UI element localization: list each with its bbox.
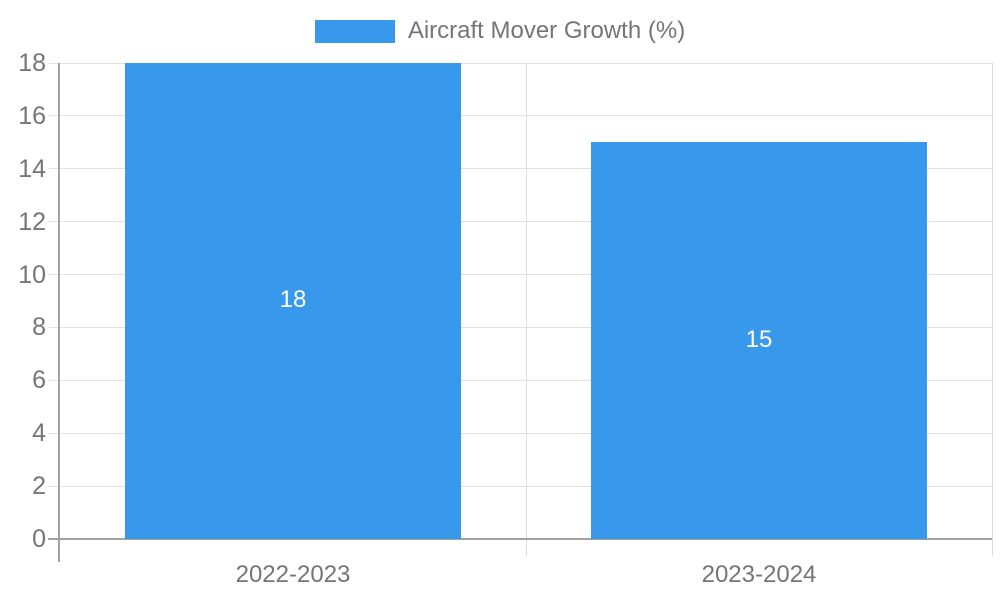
y-gridline [49,379,992,381]
y-gridline [49,168,992,170]
y-axis-tick-label: 10 [18,260,46,289]
y-gridline [49,326,992,328]
y-axis-tick-label: 12 [18,207,46,236]
y-axis-tick-label: 4 [32,419,46,448]
x-gridline [525,63,527,556]
legend-label: Aircraft Mover Growth (%) [407,17,686,44]
y-axis-tick-label: 2 [32,472,46,501]
x-axis-tick-label: 2022-2023 [235,561,351,588]
y-gridline [49,115,992,117]
y-gridline [49,432,992,434]
y-axis-tick-label: 0 [32,525,46,553]
x-axis-line [48,538,992,540]
y-axis-tick-label: 8 [32,313,46,342]
y-gridline [49,485,992,487]
y-axis-line [58,63,60,562]
x-gridline [991,63,993,556]
y-axis-tick-label: 6 [32,366,46,395]
y-axis-tick-label: 14 [18,154,46,183]
y-axis-tick-label: 16 [18,101,46,130]
chart-legend: Aircraft Mover Growth (%) [0,17,1000,45]
x-axis-tick-label: 2023-2024 [701,561,817,588]
y-gridline [49,62,992,64]
bar-value-label: 15 [745,325,773,353]
y-gridline [49,274,992,276]
legend-swatch [314,19,395,43]
y-gridline [49,221,992,223]
bar-value-label: 18 [279,286,307,313]
bar[interactable] [591,142,927,539]
y-axis-tick-label: 18 [18,49,46,77]
bar[interactable] [125,63,461,539]
